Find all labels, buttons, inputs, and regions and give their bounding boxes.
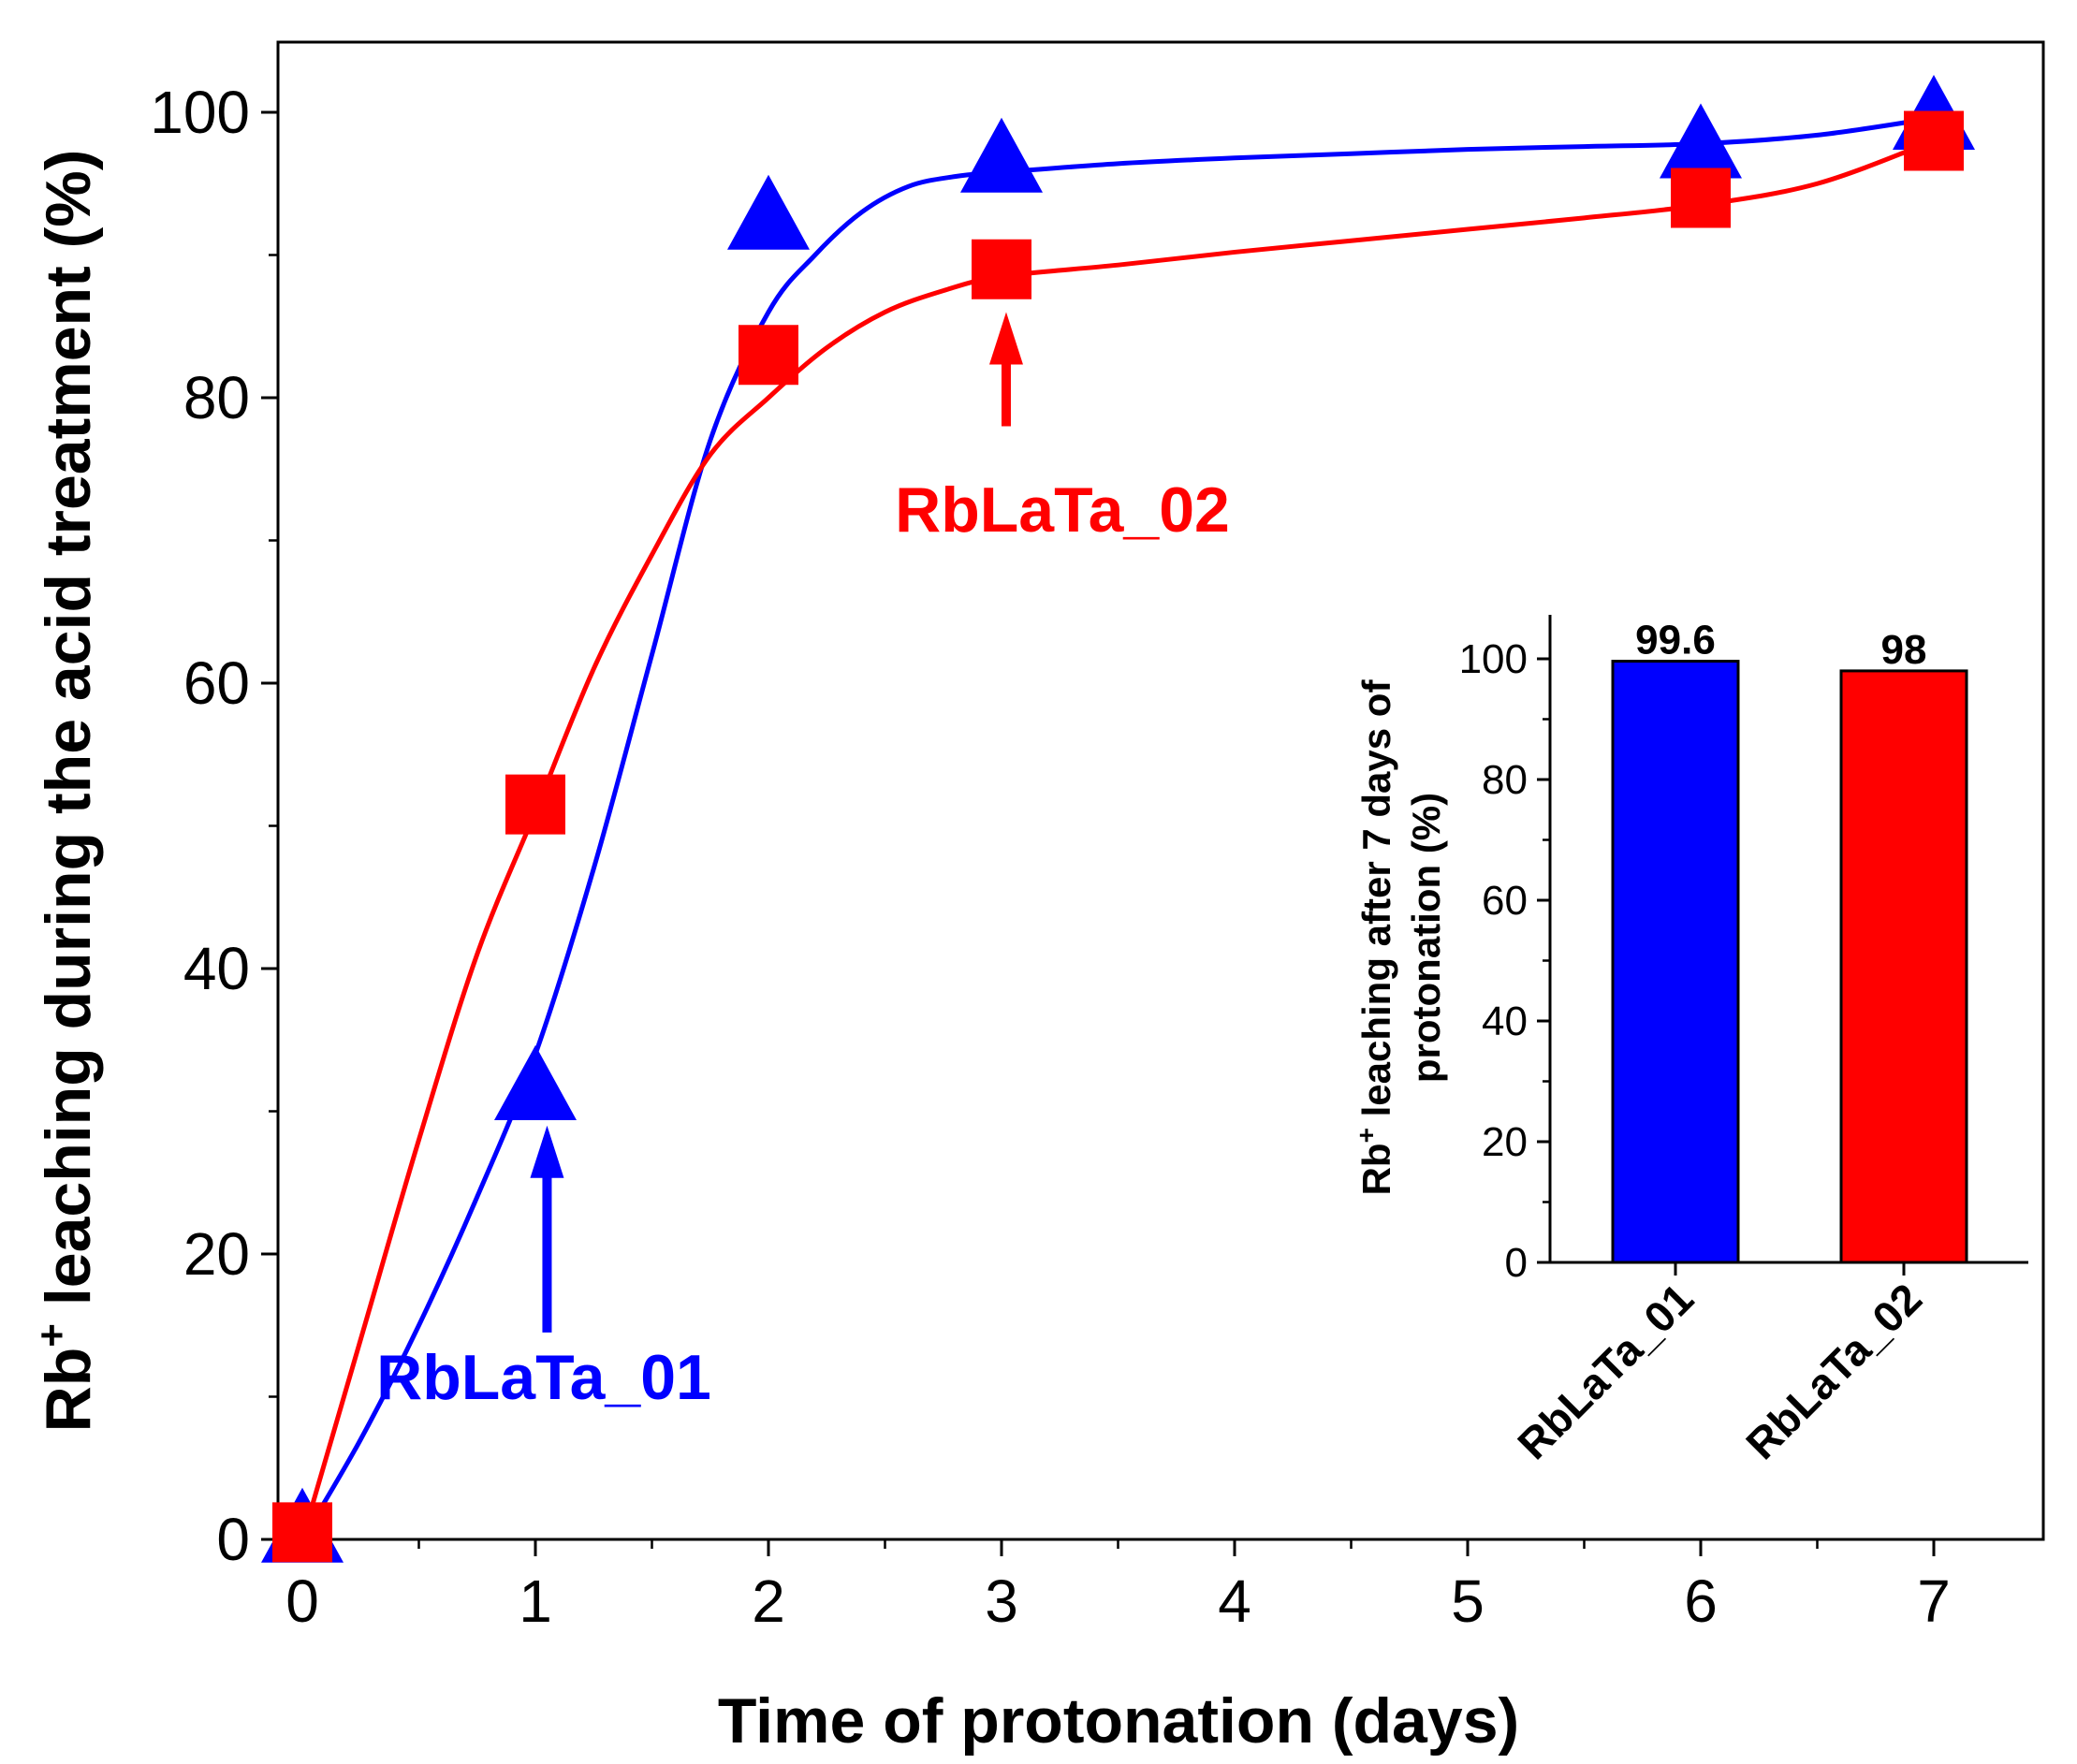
main-curves — [300, 115, 1935, 1541]
marker-square-rblata-02 — [1671, 168, 1731, 228]
annotation-rblata-01: RbLaTa_01 — [376, 1342, 711, 1413]
x-tick-label: 4 — [1218, 1567, 1251, 1635]
main-arrows — [530, 312, 1023, 1333]
y-tick-label: 60 — [183, 649, 250, 717]
x-tick-label: 3 — [985, 1567, 1018, 1635]
x-tick-label: 5 — [1451, 1567, 1485, 1635]
y-tick-label: 0 — [216, 1506, 250, 1573]
inset-y-tick-label: 0 — [1505, 1240, 1528, 1286]
inset-bar-chart: 0 20 40 60 80 100 99.6 RbLaTa_01 98 RbLaTa_02 Rb… — [1352, 615, 2028, 1468]
marker-triangle-rblata-01 — [960, 117, 1043, 193]
main-ticks — [261, 110, 1936, 1556]
curve-rblata-02 — [300, 138, 1935, 1540]
x-tick-label: 2 — [752, 1567, 785, 1635]
inset-bar-value-label: 99.6 — [1635, 618, 1716, 663]
curve-rblata-01 — [300, 115, 1935, 1541]
y-tick-label: 100 — [150, 79, 250, 146]
marker-square-rblata-02 — [272, 1502, 332, 1563]
main-tick-labels: 0 1 2 3 4 5 6 7 0 20 40 60 80 100 — [150, 79, 1951, 1635]
x-tick-label: 1 — [519, 1567, 552, 1635]
inset-category-label: RbLaTa_01 — [1508, 1274, 1703, 1468]
inset-y-axis-title-line1: Rb+ leaching after 7 days of — [1352, 679, 1398, 1196]
inset-y-tick-label: 40 — [1482, 999, 1528, 1044]
inset-y-tick-label: 60 — [1482, 878, 1528, 924]
y-tick-label: 20 — [183, 1220, 250, 1288]
x-axis-title: Time of protonation (days) — [718, 1685, 1519, 1757]
annotation-arrow-head — [988, 312, 1023, 365]
x-tick-label: 0 — [285, 1567, 319, 1635]
inset-bar-rblata-02 — [1839, 669, 1968, 1264]
marker-square-rblata-02 — [739, 325, 798, 386]
inset-y-axis-title-line2: protonation (%) — [1404, 793, 1448, 1083]
x-tick-label: 6 — [1684, 1567, 1718, 1635]
y-axis-title: Rb+ leaching during the acid treatment (… — [29, 150, 104, 1433]
inset-ticks: 0 20 40 60 80 100 — [1459, 636, 1550, 1286]
inset-y-tick-label: 100 — [1459, 636, 1528, 682]
annotation-rblata-02: RbLaTa_02 — [895, 474, 1230, 546]
y-tick-label: 80 — [183, 364, 250, 431]
marker-square-rblata-02 — [1904, 110, 1964, 171]
main-plot-frame — [276, 40, 2045, 1541]
marker-triangle-rblata-01 — [1660, 103, 1742, 179]
inset-category-label: RbLaTa_02 — [1736, 1274, 1931, 1468]
marker-triangle-rblata-01 — [727, 174, 810, 250]
marker-triangle-rblata-01 — [494, 1045, 577, 1120]
inset-bar-rblata-01 — [1611, 660, 1740, 1264]
marker-square-rblata-02 — [972, 239, 1031, 299]
inset-y-tick-label: 20 — [1482, 1119, 1528, 1165]
marker-square-rblata-02 — [505, 774, 565, 835]
inset-y-tick-label: 80 — [1482, 757, 1528, 803]
x-tick-label: 7 — [1917, 1567, 1951, 1635]
inset-bars: 99.6 RbLaTa_01 98 RbLaTa_02 — [1508, 618, 1968, 1468]
annotation-arrow-head — [530, 1125, 564, 1178]
inset-bar-value-label: 98 — [1881, 627, 1927, 673]
y-tick-label: 40 — [183, 935, 250, 1002]
main-markers — [261, 75, 1975, 1563]
